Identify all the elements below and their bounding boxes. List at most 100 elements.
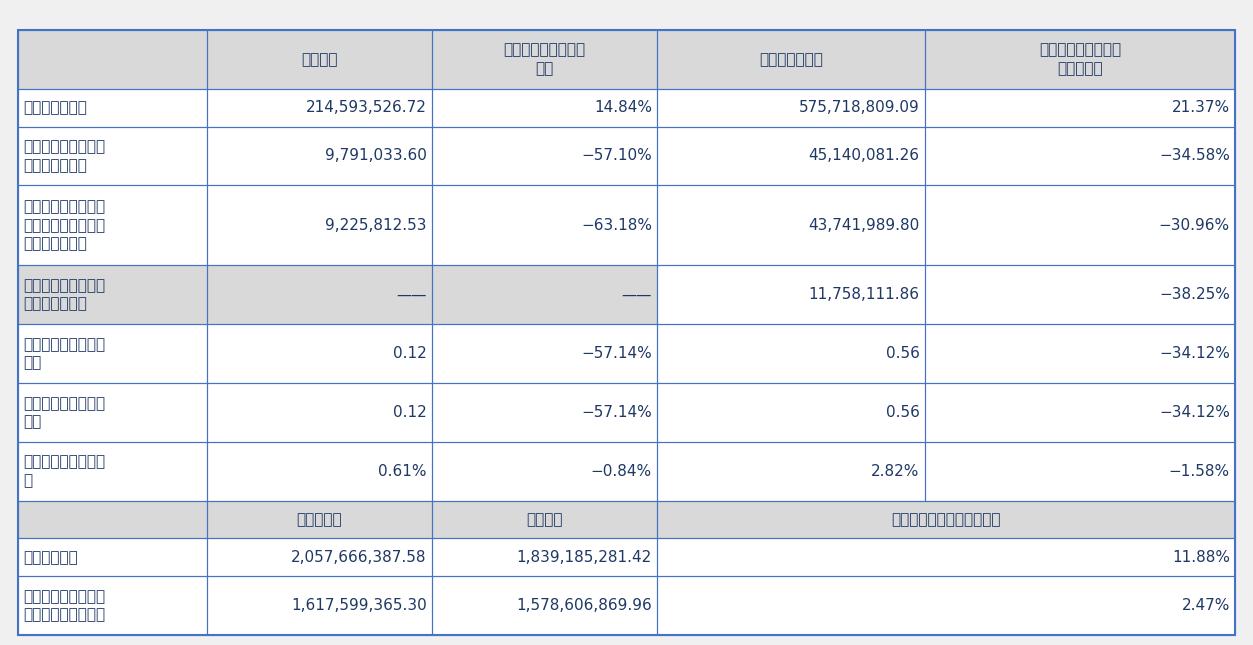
Text: 2.47%: 2.47% bbox=[1182, 598, 1230, 613]
Bar bbox=[925, 324, 1235, 383]
Bar bbox=[207, 265, 432, 324]
Bar bbox=[18, 383, 207, 442]
Text: −0.84%: −0.84% bbox=[591, 464, 652, 479]
Bar bbox=[207, 576, 432, 635]
Text: −63.18%: −63.18% bbox=[581, 218, 652, 233]
Bar bbox=[432, 265, 657, 324]
Bar bbox=[657, 126, 925, 185]
Text: 本报告期末比上年度末增减: 本报告期末比上年度末增减 bbox=[891, 512, 1001, 527]
Text: 1,578,606,869.96: 1,578,606,869.96 bbox=[516, 598, 652, 613]
Bar bbox=[432, 30, 657, 89]
Text: 214,593,526.72: 214,593,526.72 bbox=[306, 100, 427, 115]
Text: −57.14%: −57.14% bbox=[581, 405, 652, 420]
Text: −57.10%: −57.10% bbox=[581, 148, 652, 163]
Text: −57.14%: −57.14% bbox=[581, 346, 652, 361]
Bar bbox=[207, 126, 432, 185]
Bar bbox=[18, 324, 207, 383]
Bar bbox=[432, 576, 657, 635]
Text: 2.82%: 2.82% bbox=[871, 464, 920, 479]
Text: ——: —— bbox=[621, 287, 652, 303]
Bar bbox=[657, 89, 925, 126]
Text: 年初至报告期末: 年初至报告期末 bbox=[759, 52, 823, 67]
Bar bbox=[207, 126, 432, 185]
Bar bbox=[657, 383, 925, 442]
Bar bbox=[925, 383, 1235, 442]
Bar bbox=[432, 324, 657, 383]
Text: 本报告期比上年同期
增减: 本报告期比上年同期 增减 bbox=[504, 43, 585, 76]
Bar bbox=[925, 126, 1235, 185]
Bar bbox=[18, 539, 207, 576]
Bar bbox=[657, 185, 925, 265]
Text: 0.12: 0.12 bbox=[393, 346, 427, 361]
Bar bbox=[657, 30, 925, 89]
Bar bbox=[925, 185, 1235, 265]
Bar bbox=[657, 265, 925, 324]
Bar bbox=[207, 501, 432, 539]
Text: 11,758,111.86: 11,758,111.86 bbox=[808, 287, 920, 303]
Bar bbox=[925, 383, 1235, 442]
Bar bbox=[657, 30, 925, 89]
Bar bbox=[432, 501, 657, 539]
Bar bbox=[657, 324, 925, 383]
Bar bbox=[18, 539, 207, 576]
Bar bbox=[657, 324, 925, 383]
Text: 归属于上市公司股东
的净利润（元）: 归属于上市公司股东 的净利润（元） bbox=[23, 139, 105, 173]
Text: 1,617,599,365.30: 1,617,599,365.30 bbox=[291, 598, 427, 613]
Bar bbox=[657, 265, 925, 324]
Bar bbox=[18, 126, 207, 185]
Bar bbox=[207, 265, 432, 324]
Bar bbox=[18, 89, 207, 126]
Text: −34.12%: −34.12% bbox=[1159, 405, 1230, 420]
Text: −30.96%: −30.96% bbox=[1159, 218, 1230, 233]
Bar bbox=[432, 185, 657, 265]
Bar bbox=[18, 30, 207, 89]
Bar bbox=[925, 442, 1235, 501]
Text: 0.56: 0.56 bbox=[886, 405, 920, 420]
Bar bbox=[18, 383, 207, 442]
Bar bbox=[432, 185, 657, 265]
Bar bbox=[657, 501, 1235, 539]
Bar bbox=[432, 126, 657, 185]
Bar bbox=[657, 501, 1235, 539]
Bar bbox=[432, 442, 657, 501]
Bar bbox=[18, 501, 207, 539]
Bar bbox=[432, 383, 657, 442]
Bar bbox=[657, 576, 1235, 635]
Bar bbox=[18, 324, 207, 383]
Bar bbox=[207, 185, 432, 265]
Bar bbox=[207, 442, 432, 501]
Bar bbox=[657, 576, 1235, 635]
Text: 归属于上市公司股东
的扣除非经常性损益
的净利润（元）: 归属于上市公司股东 的扣除非经常性损益 的净利润（元） bbox=[23, 199, 105, 252]
Bar bbox=[18, 576, 207, 635]
Text: 14.84%: 14.84% bbox=[594, 100, 652, 115]
Bar bbox=[207, 324, 432, 383]
Text: 稀释每股收益（元／
股）: 稀释每股收益（元／ 股） bbox=[23, 396, 105, 430]
Text: 0.12: 0.12 bbox=[393, 405, 427, 420]
Bar bbox=[432, 539, 657, 576]
Bar bbox=[925, 30, 1235, 89]
Text: −38.25%: −38.25% bbox=[1159, 287, 1230, 303]
Bar bbox=[18, 185, 207, 265]
Bar bbox=[432, 126, 657, 185]
Bar bbox=[207, 383, 432, 442]
Bar bbox=[925, 265, 1235, 324]
Bar bbox=[207, 89, 432, 126]
Bar bbox=[925, 89, 1235, 126]
Text: 营业收入（元）: 营业收入（元） bbox=[23, 100, 86, 115]
Bar bbox=[657, 539, 1235, 576]
Text: 11.88%: 11.88% bbox=[1172, 550, 1230, 565]
Text: 加权平均净资产收益
率: 加权平均净资产收益 率 bbox=[23, 455, 105, 488]
Bar bbox=[925, 324, 1235, 383]
Bar bbox=[207, 442, 432, 501]
Text: 45,140,081.26: 45,140,081.26 bbox=[808, 148, 920, 163]
Bar bbox=[432, 442, 657, 501]
Bar bbox=[925, 185, 1235, 265]
Bar bbox=[432, 539, 657, 576]
Bar bbox=[207, 89, 432, 126]
Text: 9,225,812.53: 9,225,812.53 bbox=[326, 218, 427, 233]
Text: 0.56: 0.56 bbox=[886, 346, 920, 361]
Text: 9,791,033.60: 9,791,033.60 bbox=[325, 148, 427, 163]
Bar bbox=[207, 30, 432, 89]
Text: 经营活动产生的现金
流量净额（元）: 经营活动产生的现金 流量净额（元） bbox=[23, 278, 105, 312]
Text: 归属于上市公司股东
的所有者权益（元）: 归属于上市公司股东 的所有者权益（元） bbox=[23, 589, 105, 622]
